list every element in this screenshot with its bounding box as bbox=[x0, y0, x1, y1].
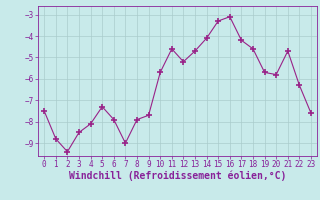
X-axis label: Windchill (Refroidissement éolien,°C): Windchill (Refroidissement éolien,°C) bbox=[69, 171, 286, 181]
